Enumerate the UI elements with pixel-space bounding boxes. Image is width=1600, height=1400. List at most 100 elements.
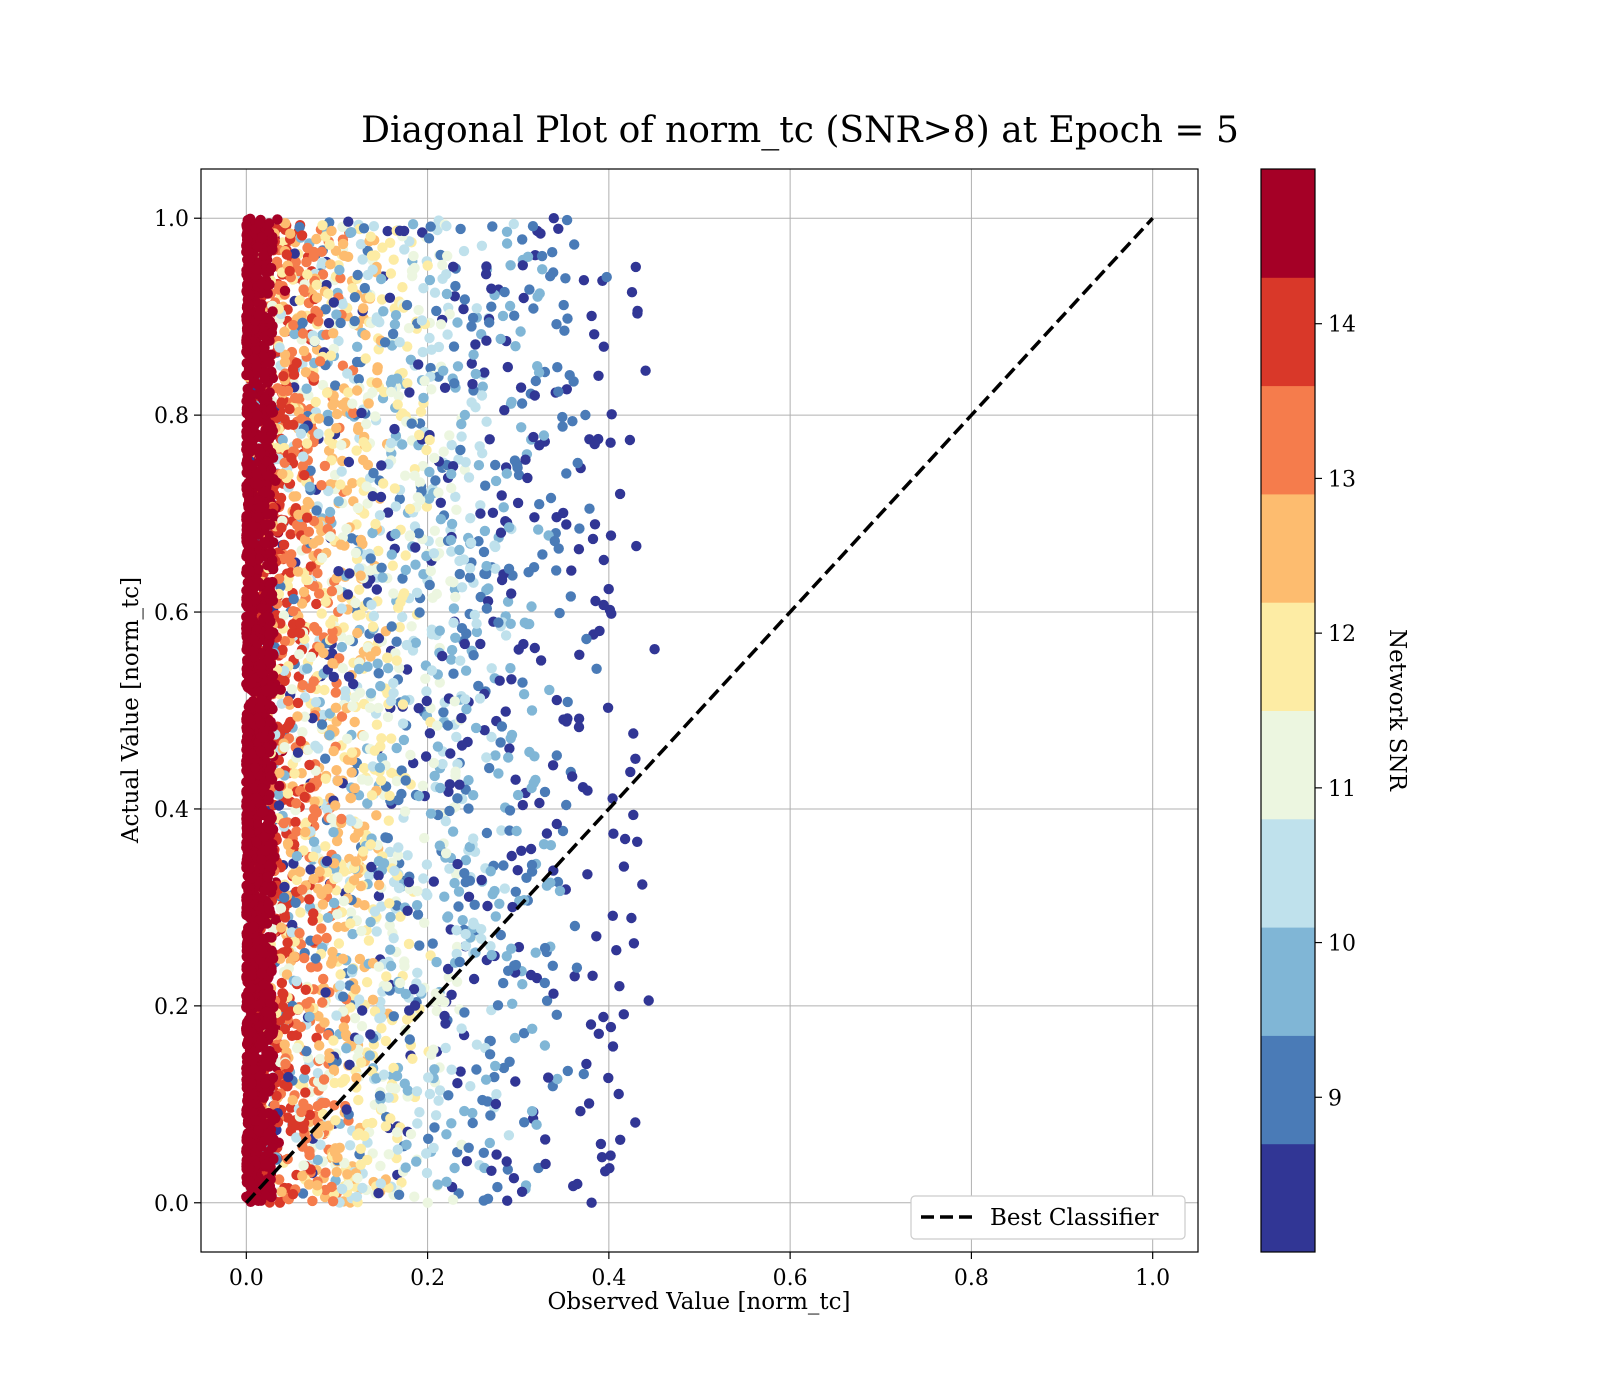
scatter-point [614, 488, 626, 500]
scatter-point [362, 459, 374, 471]
scatter-point [361, 481, 372, 492]
y-tick-label: 0.0 [154, 1192, 189, 1217]
scatter-point [424, 274, 436, 286]
scatter-point [402, 341, 413, 352]
scatter-point [276, 522, 287, 533]
y-tick-label: 1.0 [154, 207, 189, 232]
scatter-point [291, 798, 302, 809]
scatter-point [628, 938, 640, 949]
scatter-point [509, 310, 520, 321]
scatter-point [495, 527, 507, 538]
scatter-point [248, 646, 259, 657]
scatter-point [325, 350, 337, 361]
scatter-point [529, 751, 540, 762]
scatter-point [539, 786, 551, 798]
scatter-point [317, 379, 329, 391]
scatter-point [589, 519, 601, 530]
scatter-point [247, 590, 259, 601]
scatter-point [383, 1092, 394, 1103]
scatter-point [393, 842, 404, 853]
scatter-point [499, 883, 510, 894]
scatter-point [265, 547, 277, 558]
scatter-point [359, 1130, 370, 1142]
scatter-point [449, 1162, 460, 1174]
scatter-point [317, 220, 328, 231]
scatter-point [628, 728, 639, 739]
scatter-point [626, 912, 637, 924]
scatter-point [291, 851, 303, 862]
scatter-point [372, 658, 383, 669]
scatter-point [393, 602, 404, 613]
scatter-point [373, 1188, 384, 1199]
scatter-point [348, 875, 360, 886]
scatter-point [347, 398, 358, 409]
scatter-point [460, 855, 472, 866]
scatter-point [313, 413, 325, 424]
scatter-point [324, 1052, 335, 1064]
colorbar-tick-label: 12 [1328, 622, 1356, 647]
scatter-point [512, 789, 524, 801]
scatter-point [333, 938, 345, 949]
scatter-point [446, 644, 458, 656]
scatter-point [242, 731, 253, 742]
scatter-point [491, 1089, 502, 1100]
scatter-point [573, 721, 585, 733]
scatter-point [354, 584, 365, 595]
scatter-point [500, 630, 512, 641]
scatter-point [486, 949, 497, 961]
scatter-point [489, 540, 500, 551]
scatter-point [463, 803, 474, 814]
scatter-point [567, 416, 578, 427]
scatter-point [282, 937, 293, 948]
scatter-point [380, 832, 391, 843]
scatter-point [284, 265, 295, 277]
scatter-point [343, 387, 354, 398]
scatter-point [254, 1071, 265, 1082]
scatter-point [248, 634, 259, 645]
scatter-point [280, 218, 291, 229]
scatter-point [541, 995, 553, 1006]
scatter-point [397, 282, 408, 293]
scatter-point [464, 563, 476, 574]
scatter-point [300, 1064, 311, 1075]
scatter-point [349, 292, 361, 303]
scatter-point [377, 242, 388, 253]
scatter-point [332, 872, 343, 883]
scatter-point [384, 790, 395, 801]
scatter-point [376, 901, 387, 912]
scatter-point [543, 1072, 554, 1083]
scatter-point [336, 439, 347, 451]
scatter-point [379, 337, 391, 348]
scatter-point [364, 870, 375, 881]
scatter-point [334, 264, 345, 276]
colorbar-tick-label: 11 [1328, 777, 1356, 802]
scatter-point [243, 1127, 254, 1139]
scatter-point [328, 328, 339, 339]
scatter-point [323, 317, 335, 329]
scatter-point [311, 233, 322, 245]
scatter-point [280, 1058, 291, 1070]
scatter-point [490, 750, 501, 761]
scatter-point [502, 361, 513, 373]
scatter-point [413, 703, 424, 714]
scatter-point [615, 1134, 626, 1146]
scatter-point [510, 341, 521, 352]
scatter-point [530, 947, 541, 958]
scatter-point [350, 984, 361, 995]
scatter-point [445, 748, 456, 759]
colorbar-level-5 [1261, 602, 1315, 711]
scatter-point [466, 358, 477, 369]
scatter-point [259, 367, 270, 378]
scatter-point [517, 979, 528, 990]
scatter-point [266, 589, 278, 600]
scatter-point [484, 762, 495, 774]
scatter-point [245, 698, 256, 710]
scatter-point [412, 492, 424, 503]
x-tick-label: 0.2 [410, 1266, 445, 1291]
scatter-point [400, 988, 411, 1000]
scatter-point [384, 846, 396, 858]
scatter-point [273, 789, 284, 800]
scatter-point [480, 1074, 492, 1085]
scatter-point [282, 1081, 293, 1092]
scatter-point [371, 584, 382, 595]
